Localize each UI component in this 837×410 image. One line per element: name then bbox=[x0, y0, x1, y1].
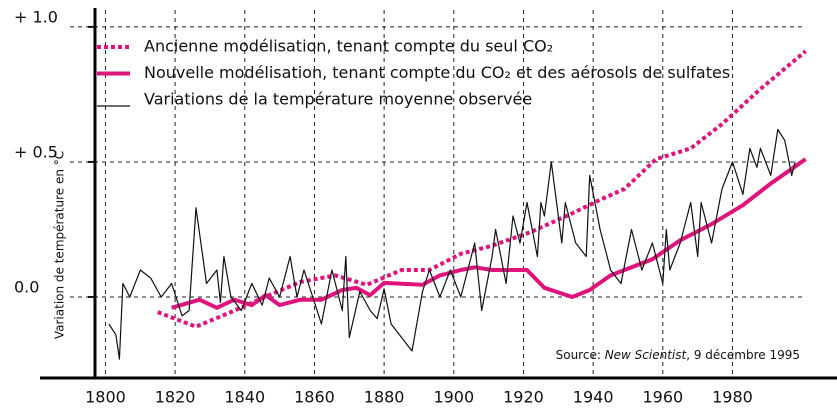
x-tick-label: 1860 bbox=[294, 388, 335, 407]
y-tick-label: + 0.5 bbox=[14, 142, 58, 161]
series-line bbox=[171, 157, 807, 310]
source-prefix: Source: bbox=[556, 348, 605, 362]
source-suffix: , 9 décembre 1995 bbox=[686, 348, 800, 362]
legend-label: Variations de la température moyenne obs… bbox=[144, 90, 532, 109]
x-tick-label: 1960 bbox=[642, 388, 683, 407]
series-line bbox=[108, 128, 796, 360]
x-tick-label: 1900 bbox=[433, 388, 474, 407]
source-publication: New Scientist bbox=[605, 348, 688, 362]
x-tick-label: 1920 bbox=[503, 388, 544, 407]
x-tick-label: 1820 bbox=[155, 388, 196, 407]
series-line bbox=[156, 49, 807, 329]
x-tick-label: 1980 bbox=[712, 388, 753, 407]
x-tick-label: 1840 bbox=[224, 388, 265, 407]
source: Source: New Scientist, 9 décembre 1995 bbox=[556, 348, 800, 362]
legend-label: Ancienne modélisation, tenant compte du … bbox=[144, 37, 553, 56]
x-tick-label: 1800 bbox=[85, 388, 126, 407]
x-tick-label: 1940 bbox=[573, 388, 614, 407]
x-tick-label: 1880 bbox=[364, 388, 405, 407]
y-tick-label: + 1.0 bbox=[14, 7, 58, 26]
y-tick-label: 0.0 bbox=[14, 277, 39, 296]
y-axis-label: Variation de température en °C bbox=[53, 151, 67, 339]
legend-label: Nouvelle modélisation, tenant compte du … bbox=[144, 63, 730, 82]
